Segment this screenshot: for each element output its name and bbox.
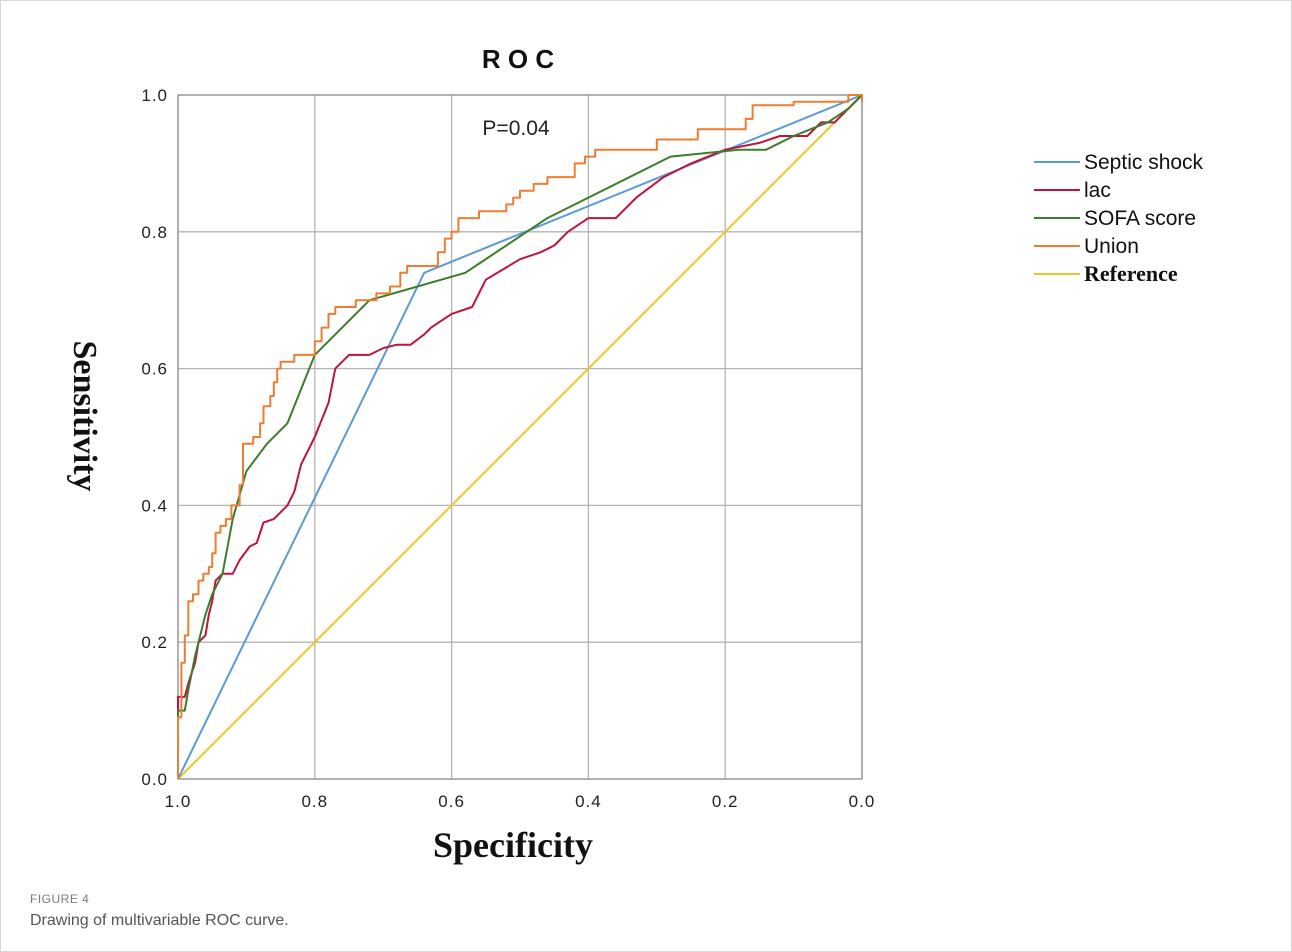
- series-line-sofa-score: [177, 94, 863, 779]
- roc-chart: 1.0 0.8 0.6 0.4 0.2 0.0 0.0 0.2 0.4 0.6 0.8 1.0 R …: [66, 44, 1204, 865]
- x-tick-label-2: 0.6: [438, 792, 465, 811]
- x-tick-label-1: 0.8: [301, 792, 328, 811]
- x-tick-label-0: 1.0: [165, 792, 192, 811]
- y-tick-label-3: 0.6: [141, 360, 168, 379]
- y-tick-label-4: 0.8: [141, 223, 168, 242]
- legend-label-1: lac: [1084, 179, 1111, 202]
- legend-label-4: Reference: [1084, 261, 1178, 286]
- plot-area: [177, 94, 863, 780]
- p-value-annotation: P=0.04: [482, 117, 549, 140]
- y-tick-label-1: 0.2: [141, 633, 168, 652]
- x-tick-label-3: 0.4: [575, 792, 602, 811]
- legend-label-2: SOFA score: [1084, 207, 1196, 230]
- y-axis-label: Sensitivity: [66, 340, 103, 491]
- y-tick-label-2: 0.4: [141, 496, 168, 515]
- y-tick-label-5: 1.0: [141, 86, 168, 105]
- legend: Septic shock lac SOFA score Union Reference: [1034, 151, 1204, 286]
- chart-title: R O C: [482, 44, 554, 74]
- figure-caption: Drawing of multivariable ROC curve.: [30, 912, 289, 929]
- series-layer: [177, 94, 863, 780]
- figure-label: FIGURE 4: [30, 892, 90, 906]
- x-tick-label-5: 0.0: [849, 792, 876, 811]
- legend-label-0: Septic shock: [1084, 151, 1204, 174]
- y-tick-labels: 0.0 0.2 0.4 0.6 0.8 1.0: [141, 86, 168, 789]
- y-tick-label-0: 0.0: [141, 770, 168, 789]
- series-line-union: [177, 94, 863, 779]
- series-line-reference: [177, 94, 863, 780]
- legend-label-3: Union: [1084, 235, 1139, 258]
- x-axis-label: Specificity: [433, 825, 593, 865]
- x-tick-label-4: 0.2: [712, 792, 739, 811]
- x-tick-labels: 1.0 0.8 0.6 0.4 0.2 0.0: [165, 792, 876, 811]
- series-line-lac: [177, 94, 863, 779]
